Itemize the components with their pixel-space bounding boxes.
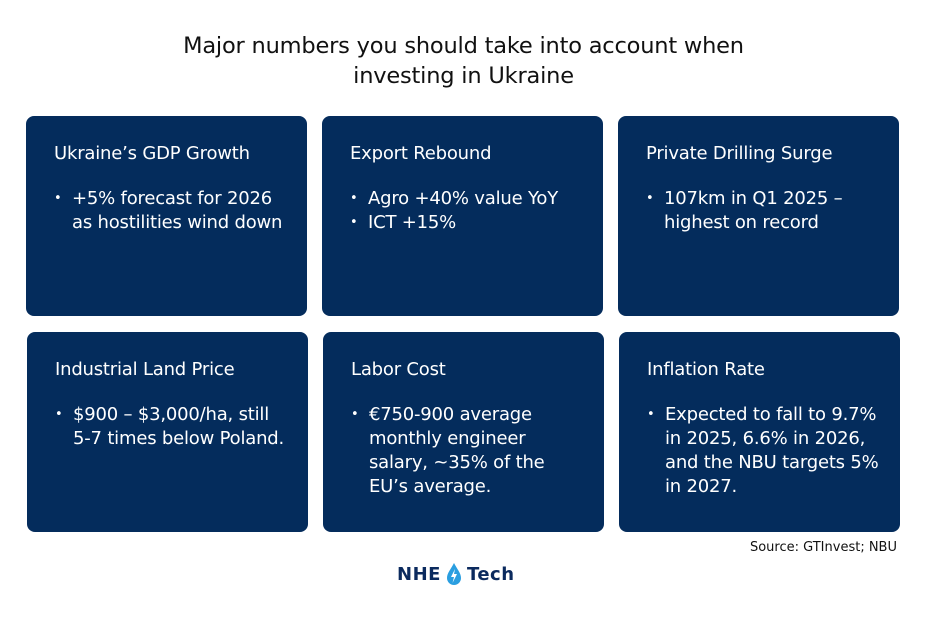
- card-bullet: +5% forecast for 2026 as hostilities win…: [54, 187, 287, 235]
- card-inflation-rate: Inflation Rate Expected to fall to 9.7% …: [619, 332, 900, 532]
- logo-text-right: Tech: [466, 563, 515, 585]
- card-bullet: 107km in Q1 2025 – highest on record: [646, 187, 879, 235]
- card-bullet: Expected to fall to 9.7% in 2025, 6.6% i…: [647, 403, 880, 499]
- card-bullet: Agro +40% value YoY: [350, 187, 583, 211]
- card-labor-cost: Labor Cost €750-900 average monthly engi…: [323, 332, 604, 532]
- card-title: Labor Cost: [351, 359, 446, 380]
- card-bullet: $900 – $3,000/ha, still 5-7 times below …: [55, 403, 288, 451]
- page-title: Major numbers you should take into accou…: [0, 31, 927, 91]
- water-drop-lightning-icon: [446, 563, 461, 585]
- title-line-2: investing in Ukraine: [353, 63, 574, 89]
- card-title: Export Rebound: [350, 143, 492, 164]
- nhe-tech-logo: NHE Tech: [397, 562, 515, 586]
- source-note: Source: GTInvest; NBU: [749, 540, 897, 555]
- logo-text-left: NHE: [397, 563, 441, 585]
- card-title: Industrial Land Price: [55, 359, 235, 380]
- title-line-1: Major numbers you should take into accou…: [183, 33, 744, 59]
- card-title: Ukraine’s GDP Growth: [54, 143, 250, 164]
- card-drilling-surge: Private Drilling Surge 107km in Q1 2025 …: [618, 116, 899, 316]
- card-bullet: ICT +15%: [350, 211, 583, 235]
- card-title: Inflation Rate: [647, 359, 765, 380]
- card-title: Private Drilling Surge: [646, 143, 833, 164]
- card-export-rebound: Export Rebound Agro +40% value YoY ICT +…: [322, 116, 603, 316]
- card-bullet: €750-900 average monthly engineer salary…: [351, 403, 584, 499]
- card-land-price: Industrial Land Price $900 – $3,000/ha, …: [27, 332, 308, 532]
- card-gdp-growth: Ukraine’s GDP Growth +5% forecast for 20…: [26, 116, 307, 316]
